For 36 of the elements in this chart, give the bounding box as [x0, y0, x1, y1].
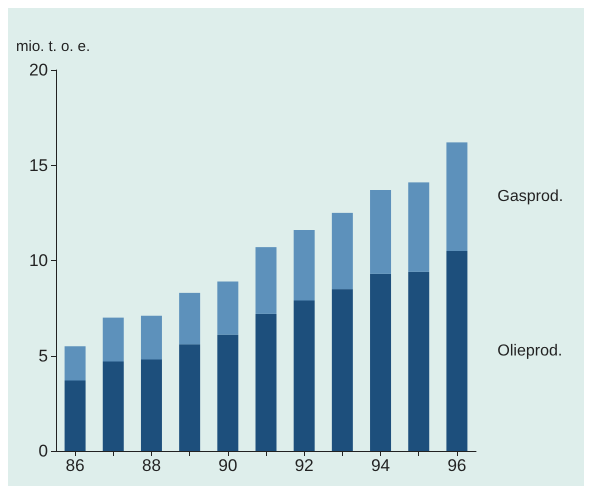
bar [140, 316, 162, 360]
bar [294, 230, 315, 301]
bar [140, 360, 162, 451]
x-tick-label: 92 [294, 456, 314, 475]
bar [217, 334, 238, 451]
bar [408, 272, 430, 451]
bar [332, 212, 353, 290]
series-label: Olieprod. [497, 342, 562, 360]
series-label: Gasprod. [497, 188, 564, 206]
bar [370, 190, 392, 274]
x-tick-label: 96 [447, 456, 466, 475]
x-tick-label: 88 [142, 456, 161, 475]
bar [370, 274, 392, 451]
y-tick-label: 20 [29, 60, 48, 80]
bar [332, 289, 353, 451]
bar [256, 247, 276, 314]
bar [408, 182, 430, 272]
bar [446, 250, 468, 451]
bar [446, 142, 468, 251]
x-tick-label: 94 [371, 456, 390, 475]
y-tick-label: 10 [29, 251, 48, 270]
y-tick-label: 15 [29, 156, 48, 175]
bar [256, 314, 276, 451]
y-tick-label: 0 [38, 442, 48, 460]
bar [102, 361, 124, 451]
x-tick-label: 86 [66, 456, 85, 475]
bar [179, 344, 200, 451]
bar [102, 318, 124, 362]
x-tick-label: 90 [218, 456, 238, 475]
bar [64, 346, 86, 381]
y-tick-label: 5 [38, 346, 48, 366]
y-axis-title: mio. t. o. e. [16, 38, 90, 55]
bar [217, 281, 238, 335]
bar [64, 380, 86, 451]
bar [179, 292, 200, 344]
bar [294, 300, 315, 451]
